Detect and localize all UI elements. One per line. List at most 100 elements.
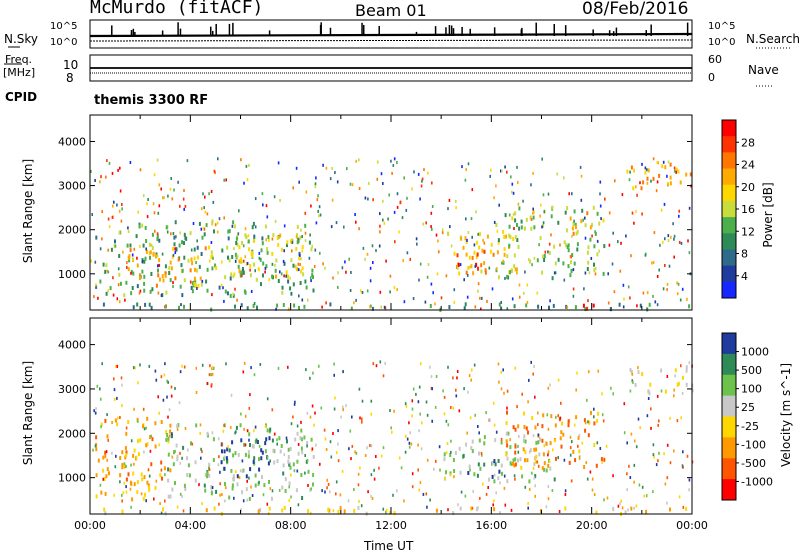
velocity-panel-cell (514, 427, 517, 432)
power-panel-cell (484, 270, 487, 275)
velocity-panel-cell (163, 466, 166, 471)
power-colorbar-swatch (722, 265, 736, 283)
power-panel-cell (190, 286, 193, 290)
velocity-panel-cell (125, 431, 128, 436)
power-panel-cell (272, 233, 275, 238)
velocity-panel-speck (406, 437, 409, 441)
power-panel-cell (574, 222, 577, 227)
power-panel-speck (688, 251, 691, 255)
power-panel-speck (277, 161, 280, 165)
velocity-panel-cell (100, 422, 103, 427)
power-panel-speck (158, 183, 161, 187)
power-panel-speck (687, 239, 689, 243)
velocity-panel-speck (243, 361, 246, 365)
velocity-panel-speck (673, 394, 675, 398)
velocity-panel-cell (171, 487, 174, 492)
power-panel-speck (461, 165, 463, 169)
power-panel-speck (223, 299, 225, 303)
velocity-panel-speck (250, 366, 252, 370)
power-panel-cell (633, 168, 635, 173)
power-panel-speck (655, 189, 658, 193)
power-panel-cell (141, 258, 144, 263)
velocity-panel-speck (626, 488, 628, 492)
power-panel-speck (673, 255, 675, 259)
velocity-panel-speck (342, 408, 344, 412)
power-panel-cell (123, 293, 126, 298)
power-panel-cell (208, 245, 211, 250)
power-panel-cell (552, 303, 555, 308)
velocity-panel-speck (569, 453, 572, 457)
power-panel-cell (575, 231, 578, 236)
power-panel-speck (258, 256, 261, 260)
power-panel-cell (155, 283, 158, 288)
cpid-value: themis 3300 RF (94, 93, 209, 108)
power-panel-cell (190, 257, 193, 262)
power-panel-speck (189, 280, 192, 284)
velocity-panel-speck (360, 504, 363, 508)
power-panel-cell (632, 186, 635, 191)
velocity-panel-speck (229, 426, 232, 429)
power-panel-cell (231, 255, 234, 259)
power-panel-speck (325, 166, 328, 170)
x-tick-label: 12:00 (375, 519, 407, 532)
velocity-panel-speck (370, 473, 373, 477)
velocity-panel-speck (571, 440, 573, 444)
velocity-panel-speck (181, 495, 183, 498)
velocity-panel-cell (449, 453, 452, 457)
velocity-panel-frame (89, 317, 693, 515)
power-panel-speck (588, 271, 591, 275)
power-panel-cell (206, 288, 209, 293)
velocity-panel-cell (161, 476, 163, 481)
velocity-panel-speck (142, 407, 145, 411)
power-panel-cell (229, 293, 232, 298)
power-panel-speck (667, 183, 669, 187)
velocity-panel-speck (477, 506, 479, 510)
power-panel-cell (149, 255, 151, 260)
power-panel-speck (608, 211, 611, 215)
velocity-panel-cell (578, 449, 581, 454)
power-panel-cell (266, 247, 269, 252)
velocity-panel-speck (688, 361, 691, 365)
power-panel-speck (139, 244, 141, 248)
velocity-panel-speck (211, 431, 214, 435)
power-panel-cell (542, 254, 544, 259)
power-panel-cell (215, 266, 218, 271)
velocity-panel-speck (123, 462, 126, 466)
power-panel-cell (586, 306, 589, 311)
velocity-panel-speck (495, 491, 497, 495)
velocity-panel-cell (204, 488, 207, 493)
power-panel-speck (138, 291, 141, 295)
velocity-panel-cell (175, 443, 178, 448)
velocity-panel-cell (512, 458, 515, 463)
power-panel-speck (641, 162, 643, 166)
velocity-panel-speck (300, 420, 302, 424)
power-panel-cell (468, 255, 471, 260)
velocity-panel-speck (116, 396, 118, 400)
power-panel-speck (524, 270, 526, 274)
velocity-panel-cell (549, 466, 552, 471)
velocity-panel-speck (543, 444, 546, 448)
power-panel-cell (218, 285, 221, 290)
velocity-colorbar-swatch (722, 374, 736, 397)
velocity-panel-speck (107, 438, 109, 442)
power-panel-speck (330, 225, 333, 229)
velocity-panel-speck (457, 503, 459, 507)
power-panel-speck (146, 215, 149, 219)
velocity-panel-speck (106, 413, 108, 417)
power-panel-speck (317, 194, 319, 198)
power-panel-cell (250, 251, 253, 256)
velocity-panel-cell (279, 449, 282, 454)
power-panel-speck (475, 210, 477, 214)
power-panel-speck (254, 197, 257, 201)
freq-axis-bottom: 8 (66, 71, 74, 85)
velocity-panel-speck (174, 387, 176, 390)
velocity-panel-speck (242, 499, 245, 503)
velocity-panel-speck (113, 493, 115, 497)
velocity-panel-cell (210, 485, 213, 490)
velocity-panel-speck (453, 475, 455, 479)
velocity-panel-speck (652, 443, 655, 447)
velocity-panel-speck (584, 421, 587, 425)
velocity-panel-speck (623, 431, 626, 435)
velocity-panel-cell (443, 452, 446, 457)
velocity-panel-cell (104, 454, 107, 459)
